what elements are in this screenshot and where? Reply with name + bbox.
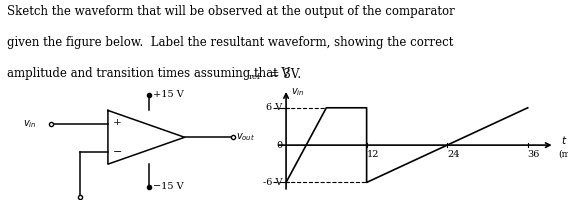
Text: Sketch the waveform that will be observed at the output of the comparator: Sketch the waveform that will be observe… bbox=[7, 4, 454, 18]
Text: −15 V: −15 V bbox=[153, 182, 184, 191]
Text: -6 V: -6 V bbox=[262, 178, 282, 187]
Text: given the figure below.  Label the resultant waveform, showing the correct: given the figure below. Label the result… bbox=[7, 36, 453, 49]
Text: +: + bbox=[113, 118, 122, 127]
Text: $t$: $t$ bbox=[561, 134, 567, 146]
Text: −: − bbox=[113, 147, 123, 157]
Text: $v_{in}$: $v_{in}$ bbox=[23, 118, 37, 130]
Text: 12: 12 bbox=[366, 150, 379, 159]
Text: $v_{in}$: $v_{in}$ bbox=[291, 86, 305, 98]
Text: +15 V: +15 V bbox=[153, 90, 184, 99]
Text: 6 V: 6 V bbox=[266, 103, 282, 112]
Text: (ms): (ms) bbox=[558, 150, 568, 159]
Text: ref: ref bbox=[249, 73, 261, 81]
Text: 0: 0 bbox=[276, 141, 282, 150]
Text: = 3V.: = 3V. bbox=[266, 68, 301, 80]
Text: amplitude and transition times assuming that V: amplitude and transition times assuming … bbox=[7, 68, 290, 80]
Text: $v_{out}$: $v_{out}$ bbox=[236, 131, 255, 143]
Text: 24: 24 bbox=[447, 150, 460, 159]
Text: 36: 36 bbox=[528, 150, 540, 159]
